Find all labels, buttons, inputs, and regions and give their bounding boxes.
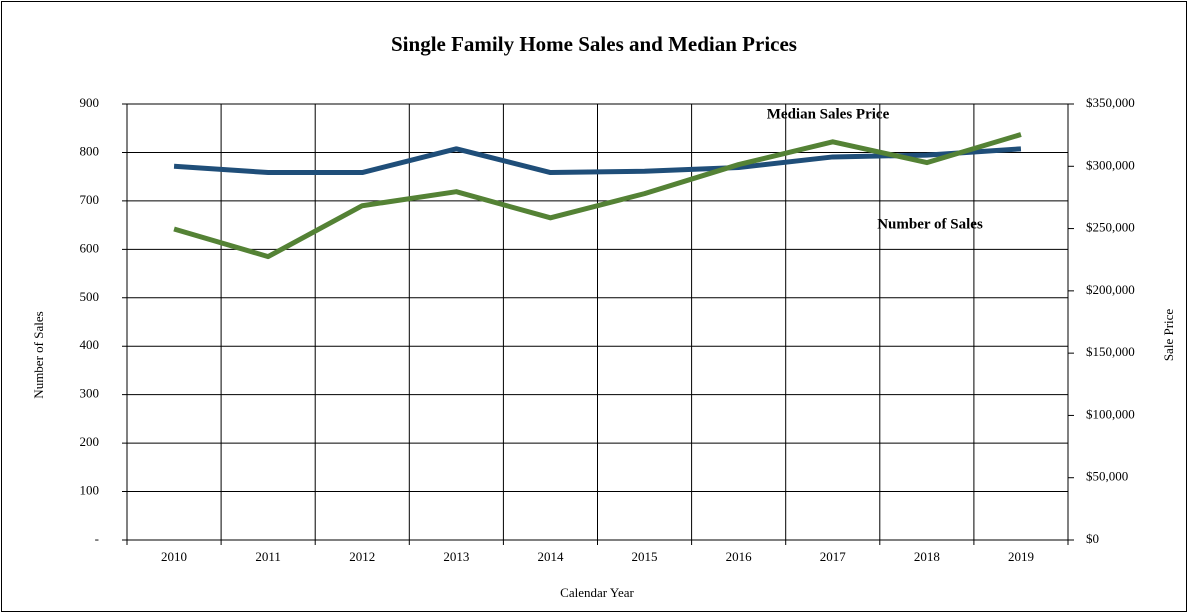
y-tick-label: 500 <box>80 289 100 304</box>
y-tick-label: 200 <box>80 434 100 449</box>
x-tick-label: 2019 <box>1008 549 1034 564</box>
x-tick-label: 2010 <box>161 549 187 564</box>
x-axis-title: Calendar Year <box>560 585 634 600</box>
x-tick-label: 2015 <box>632 549 658 564</box>
y-tick-label: 900 <box>80 95 100 110</box>
y-tick-label: 600 <box>80 240 100 255</box>
y-tick-label: 800 <box>80 143 100 158</box>
x-tick-label: 2013 <box>443 549 469 564</box>
x-tick-label: 2012 <box>349 549 375 564</box>
y2-tick-label: $0 <box>1086 531 1099 546</box>
y2-axis-title: Sale Price <box>1161 309 1176 362</box>
y2-tick-label: $50,000 <box>1086 469 1128 484</box>
series-line <box>173 146 1022 176</box>
y-tick-label: - <box>95 531 99 546</box>
y2-tick-label: $100,000 <box>1086 406 1135 421</box>
y-tick-label: 300 <box>80 386 100 401</box>
y2-tick-label: $250,000 <box>1086 220 1135 235</box>
y2-tick-label: $150,000 <box>1086 344 1135 359</box>
x-tick-label: 2018 <box>914 549 940 564</box>
series-line <box>173 132 1022 260</box>
x-tick-label: 2016 <box>726 549 753 564</box>
chart-title: Single Family Home Sales and Median Pric… <box>391 32 797 56</box>
y2-tick-label: $200,000 <box>1086 282 1135 297</box>
y-tick-label: 100 <box>80 483 100 498</box>
x-tick-label: 2011 <box>255 549 281 564</box>
y2-tick-label: $350,000 <box>1086 95 1135 110</box>
series-label: Number of Sales <box>877 216 983 232</box>
y-tick-label: 700 <box>80 192 100 207</box>
x-tick-label: 2017 <box>820 549 847 564</box>
y-axis-title: Number of Sales <box>31 311 46 398</box>
series-label: Median Sales Price <box>767 106 890 122</box>
y-tick-label: 400 <box>80 337 100 352</box>
y2-tick-label: $300,000 <box>1086 157 1135 172</box>
x-tick-label: 2014 <box>537 549 564 564</box>
